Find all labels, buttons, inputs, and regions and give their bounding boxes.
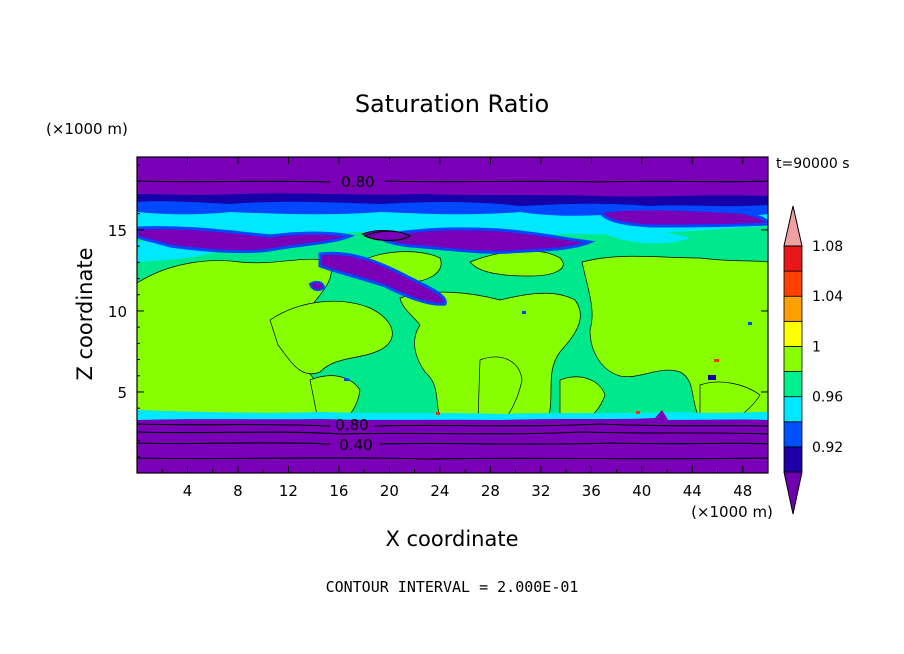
contour-label: 0.80 [335,416,368,434]
speck [436,412,440,415]
contour-label: 0.40 [339,436,372,454]
z-unit-label: (×1000 m) [46,120,128,138]
contour-labels: 0.80 0.80 0.40 [335,173,374,454]
purple-blob [308,280,326,292]
lime-region [269,300,393,375]
contour-field: 0.80 0.80 0.40 [137,157,768,473]
contour-line [137,442,768,445]
colorbar-label: 1.08 [812,239,843,255]
colorbar-box [783,320,803,347]
x-tick-label: 44 [683,482,702,500]
colorbar-label: 0.92 [812,440,843,456]
colorbar-box [783,295,803,322]
contour-line [137,423,768,427]
contour-lines [137,180,768,460]
cyan-patch [600,229,690,244]
colorbar-box [783,446,803,473]
contour-line [137,457,768,460]
x-unit-label: (×1000 m) [691,503,773,521]
x-tick-label: 4 [183,482,193,500]
x-tick-label: 28 [481,482,500,500]
chart-title: Saturation Ratio [355,90,549,118]
colorbar-box [783,421,803,448]
x-tick-label: 8 [233,482,243,500]
bottom-dry-layer [137,410,768,473]
colorbar-max-arrow [783,205,803,247]
contour-line [137,180,768,183]
x-tick-label: 32 [531,482,550,500]
x-tick-label: 12 [279,482,298,500]
y-tick-label: 5 [117,384,127,402]
plot-frame [136,156,769,474]
colorbar-box [783,346,803,372]
lime-region [137,258,332,421]
x-tick-label: 16 [329,482,348,500]
contour-line [363,230,412,242]
purple-tongue [318,251,447,306]
y-tick-label: 15 [108,222,127,240]
colorbar-box [783,371,803,398]
colorbar-label: 1 [812,339,821,355]
colorbar-box [783,245,803,272]
speck [522,311,526,314]
lime-region [399,291,581,421]
colorbar-box [783,396,803,423]
lime-region [581,255,768,421]
x-axis-ticks: 4 8 12 16 20 24 28 32 36 40 44 48 [161,157,752,500]
speck [708,375,716,380]
colorbar-box [783,270,803,297]
contour-interval-footer: CONTOUR INTERVAL = 2.000E-01 [326,578,579,596]
colorbar: 1.08 1.04 1 0.96 0.92 [783,205,843,515]
speck [748,322,752,325]
purple-streak [597,207,768,228]
speck [714,359,719,362]
y-tick-label: 10 [108,303,127,321]
lime-regions [137,197,768,421]
x-tick-label: 48 [733,482,752,500]
y-axis-label: Z coordinate [73,247,97,380]
colorbar-min-arrow [783,471,803,515]
x-axis-label: X coordinate [385,527,518,551]
specks [344,311,752,415]
contour-line [137,431,768,435]
contour-label: 0.80 [341,173,374,191]
colorbar-label: 1.04 [812,289,843,305]
speck [344,378,349,381]
speck [636,411,640,414]
y-axis-ticks: 5 10 15 [108,164,768,458]
x-tick-label: 20 [380,482,399,500]
x-tick-label: 40 [632,482,651,500]
purple-streak [378,227,596,254]
purple-streak [137,226,356,254]
top-dry-layer [137,157,768,197]
colorbar-label: 0.96 [812,390,843,406]
x-tick-label: 24 [430,482,449,500]
dry-intrusions [137,207,768,306]
x-tick-label: 36 [582,482,601,500]
time-label: t=90000 s [776,156,850,172]
